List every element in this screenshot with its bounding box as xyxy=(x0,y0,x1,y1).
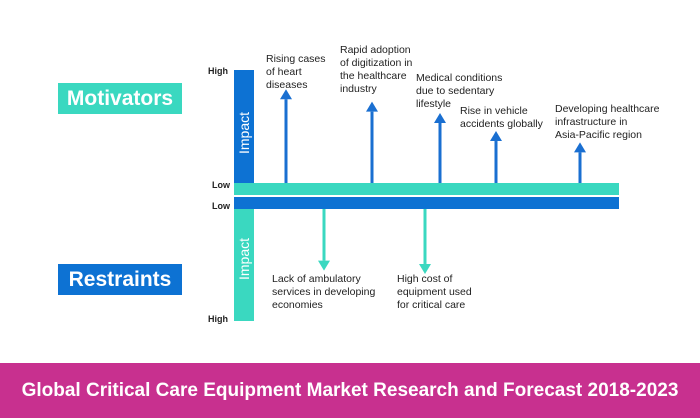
motivators-label: Motivators xyxy=(58,83,182,114)
motivator-arrow xyxy=(280,89,292,183)
restraints-impact-bar xyxy=(234,197,254,321)
motivator-factor: Rapid adoption of digitization in the he… xyxy=(340,44,413,95)
motivators-impact-bar xyxy=(234,70,254,195)
restraints-baseline xyxy=(234,197,619,209)
footer-title-banner: Global Critical Care Equipment Market Re… xyxy=(0,363,700,418)
motivator-factor: Rise in vehicle accidents globally xyxy=(460,105,543,130)
motivators-axis-high: High xyxy=(208,66,228,76)
restraint-arrow xyxy=(318,209,330,271)
motivator-arrow xyxy=(434,112,446,183)
restraints-label: Restraints xyxy=(58,264,182,295)
restraints-axis-low: Low xyxy=(212,201,230,211)
motivators-axis-low: Low xyxy=(212,180,230,190)
restraint-factor: Lack of ambulatory services in developin… xyxy=(272,273,376,311)
motivators-baseline xyxy=(234,183,619,195)
motivator-factor: Rising cases of heart diseases xyxy=(266,53,326,91)
motivator-factor: Medical conditions due to sedentary life… xyxy=(416,72,503,110)
motivator-arrow xyxy=(366,101,378,183)
restraints-axis-high: High xyxy=(208,314,228,324)
restraint-arrow xyxy=(419,209,431,274)
motivator-arrow xyxy=(574,142,586,183)
restraint-factor: High cost of equipment used for critical… xyxy=(397,273,472,311)
motivator-factor: Developing healthcare infrastructure in … xyxy=(555,103,660,141)
motivator-arrow xyxy=(490,131,502,183)
